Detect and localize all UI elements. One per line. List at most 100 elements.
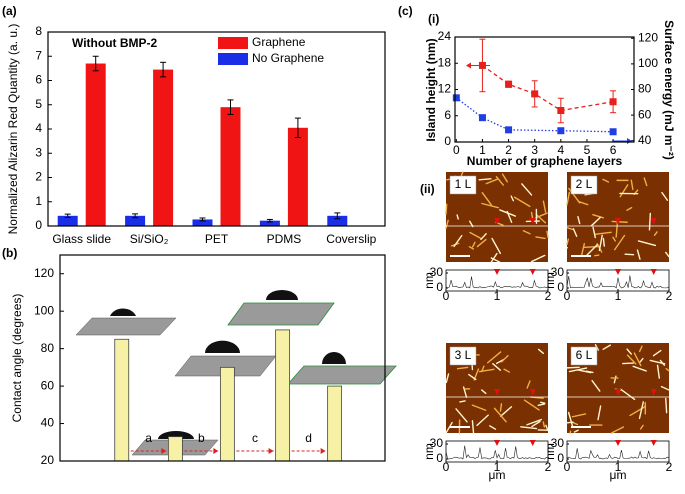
fiber — [471, 420, 475, 434]
x-tick-label: 5 — [584, 143, 591, 157]
fiber — [630, 179, 634, 191]
fiber — [648, 212, 652, 231]
fiber — [490, 252, 498, 263]
marker — [615, 218, 621, 225]
fiber — [661, 191, 669, 201]
marker — [650, 440, 657, 446]
fiber — [485, 178, 499, 185]
y-tick-label: 6 — [35, 73, 42, 87]
fiber — [624, 253, 635, 256]
image-label: 6 L — [576, 348, 593, 362]
fiber — [459, 400, 466, 403]
y-tick-label: 7 — [35, 48, 42, 62]
y2-tick-label: 80 — [638, 82, 652, 96]
point — [557, 127, 565, 135]
fiber — [665, 251, 670, 258]
trend-line — [455, 97, 614, 133]
bar — [153, 69, 174, 227]
bar — [192, 219, 213, 226]
axes-frame — [47, 31, 386, 227]
marker — [529, 440, 536, 446]
fiber — [612, 236, 617, 242]
y-tick-label: 30 — [430, 436, 444, 450]
x-tick-label: 2 — [505, 143, 512, 157]
fiber — [567, 411, 574, 428]
y-unit: nm — [543, 272, 557, 289]
y-tick-label: 0 — [436, 451, 443, 465]
fiber — [602, 178, 610, 183]
fiber — [583, 245, 600, 248]
point — [609, 98, 617, 106]
fiber — [566, 421, 574, 424]
fiber — [490, 257, 501, 263]
fiber — [445, 203, 448, 215]
y-tick-label: 30 — [551, 436, 565, 450]
y-tick-label: 40 — [41, 416, 55, 430]
fiber — [665, 367, 670, 372]
fiber — [591, 379, 601, 392]
y-tick-label: 8 — [35, 24, 42, 38]
y-unit: nm — [543, 443, 557, 460]
marker — [615, 440, 621, 446]
panel-label: (c) — [398, 4, 413, 18]
bar — [219, 366, 235, 462]
x-tick-label: 6 — [610, 143, 617, 157]
x-tick-label: 2 — [666, 460, 673, 474]
x-tick-label: 1 — [615, 289, 622, 303]
fiber — [503, 368, 511, 373]
fiber — [626, 206, 633, 211]
y-tick-label: 12 — [438, 82, 452, 96]
fiber — [526, 418, 543, 426]
arrow-head — [320, 448, 326, 454]
fiber — [455, 408, 468, 423]
fiber — [535, 213, 547, 224]
fiber — [499, 406, 513, 417]
fiber — [521, 183, 533, 196]
fiber — [571, 413, 587, 418]
point — [531, 90, 539, 98]
marker — [494, 389, 500, 396]
x-tick-label: 1 — [615, 460, 622, 474]
subpanel-label: (i) — [428, 12, 439, 26]
label-box — [449, 175, 477, 195]
y-axis-label: Island height (nm) — [424, 38, 438, 141]
fiber — [522, 230, 531, 235]
bar — [167, 436, 183, 462]
bar — [114, 338, 130, 462]
fiber — [495, 175, 505, 186]
y-tick-label: 0 — [557, 451, 564, 465]
fiber — [480, 233, 487, 241]
fiber — [569, 430, 572, 434]
fiber — [513, 196, 531, 208]
fiber — [501, 173, 509, 183]
fiber — [638, 345, 643, 353]
fiber — [499, 403, 503, 412]
legend-label: No Graphene — [252, 51, 324, 65]
fiber — [535, 236, 546, 240]
y-tick-label: 1 — [35, 194, 42, 208]
fiber — [546, 230, 549, 239]
subpanel-label: (ii) — [420, 182, 435, 196]
x-tick-label: 0 — [564, 289, 571, 303]
fiber — [566, 227, 574, 231]
fiber — [649, 359, 666, 365]
transition-label: d — [305, 431, 312, 445]
fiber — [445, 219, 449, 230]
fiber — [531, 420, 541, 428]
fiber — [456, 366, 469, 370]
fiber — [566, 366, 580, 369]
fiber — [476, 414, 489, 427]
y-tick-label: 30 — [551, 265, 565, 279]
fiber — [471, 241, 476, 248]
fiber — [580, 242, 586, 257]
fiber — [653, 231, 658, 236]
fiber — [573, 429, 579, 433]
image-label: 1 L — [455, 177, 472, 191]
arrow-head — [161, 448, 167, 454]
marker — [494, 440, 500, 446]
y-axis-label: Contact angle (degrees) — [10, 294, 24, 423]
transition-label: a — [145, 431, 152, 445]
fiber — [537, 403, 546, 407]
x-tick-label: 0 — [564, 460, 571, 474]
x-tick-label: 0 — [443, 460, 450, 474]
